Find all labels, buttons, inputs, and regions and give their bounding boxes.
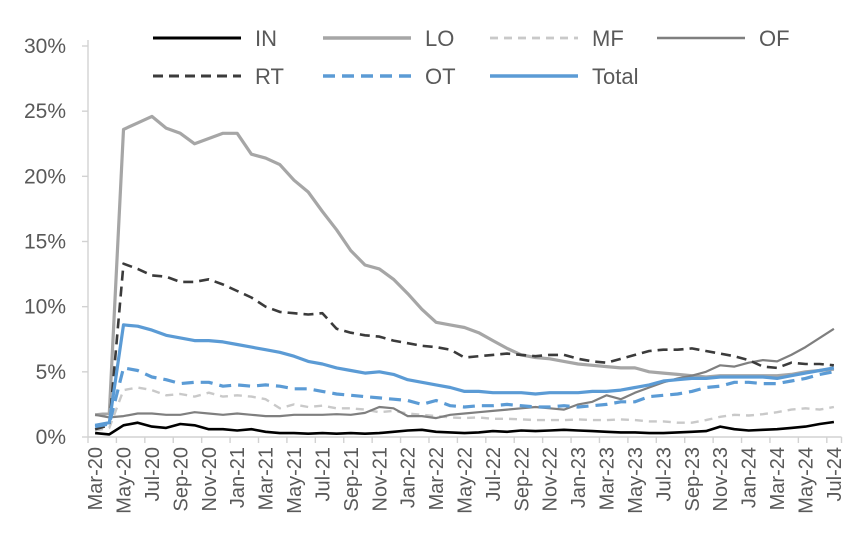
x-axis-label: Jul-22 xyxy=(483,447,505,501)
x-axis-label-group: May-23 xyxy=(625,447,647,514)
x-axis-label-group: May-21 xyxy=(284,447,306,514)
x-axis-label: Mar-23 xyxy=(597,447,619,510)
series-line-MF xyxy=(94,386,835,432)
x-axis-label-group: May-22 xyxy=(455,447,477,514)
x-axis-label: Sep-21 xyxy=(341,447,363,512)
legend-label-LO: LO xyxy=(425,26,454,51)
y-axis-label: 25% xyxy=(24,100,66,123)
legend-item-OF: OF xyxy=(657,26,790,51)
x-axis-label: Sep-22 xyxy=(511,447,533,512)
x-axis-label-group: Nov-23 xyxy=(710,447,732,511)
legend-item-Total: Total xyxy=(490,64,638,89)
x-axis-label: Nov-23 xyxy=(710,447,732,511)
x-axis-label: May-20 xyxy=(114,447,136,514)
x-axis-label-group: Jan-21 xyxy=(227,447,249,508)
x-axis-label: Jul-24 xyxy=(824,447,846,501)
x-axis-label: Sep-23 xyxy=(682,447,704,512)
legend-label-Total: Total xyxy=(592,64,638,89)
x-axis-label-group: Jul-23 xyxy=(653,447,675,501)
x-axis-label: Mar-20 xyxy=(85,447,107,510)
y-axis-label: 15% xyxy=(24,231,66,254)
x-axis-label-group: Mar-22 xyxy=(426,447,448,510)
y-axis-label: 10% xyxy=(24,296,66,319)
series-line-IN xyxy=(94,420,835,436)
series-line-LO xyxy=(94,114,835,417)
x-axis-label-group: May-24 xyxy=(795,447,817,514)
x-axis-label: May-24 xyxy=(795,447,817,514)
x-axis-label: Nov-22 xyxy=(540,447,562,511)
legend-label-RT: RT xyxy=(255,64,284,89)
x-axis-label: Nov-20 xyxy=(199,447,221,511)
legend-item-RT: RT xyxy=(153,64,284,89)
x-axis-label: Jan-22 xyxy=(398,447,420,508)
legend-item-LO: LO xyxy=(323,26,454,51)
x-axis-label-group: Jan-24 xyxy=(739,447,761,508)
series-line-OF xyxy=(94,327,835,420)
x-axis-label-group: Nov-20 xyxy=(199,447,221,511)
x-axis-label: Mar-22 xyxy=(426,447,448,510)
x-axis-label-group: Jan-22 xyxy=(398,447,420,508)
x-axis-label: May-23 xyxy=(625,447,647,514)
x-axis-label-group: Jul-24 xyxy=(824,447,846,501)
x-axis-label-group: Mar-20 xyxy=(85,447,107,510)
legend-item-MF: MF xyxy=(490,26,624,51)
x-axis-label-group: Nov-21 xyxy=(369,447,391,511)
y-axis-label: 5% xyxy=(36,361,66,384)
series-group xyxy=(94,114,835,436)
series-line-OT xyxy=(94,366,835,429)
x-axis-label-group: Nov-22 xyxy=(540,447,562,511)
x-axis-label: Mar-21 xyxy=(256,447,278,510)
legend-label-MF: MF xyxy=(592,26,624,51)
legend-item-OT: OT xyxy=(323,64,456,89)
x-axis-label: May-22 xyxy=(455,447,477,514)
x-axis-label-group: Jan-23 xyxy=(568,447,590,508)
x-axis-label: Jul-21 xyxy=(312,447,334,501)
legend: IN LO MF OF RT OT Total xyxy=(153,26,790,89)
legend-label-IN: IN xyxy=(255,26,277,51)
x-axis-label-group: Mar-21 xyxy=(256,447,278,510)
x-axis-label: Sep-20 xyxy=(170,447,192,512)
x-axis-label-group: Sep-22 xyxy=(511,447,533,512)
legend-label-OF: OF xyxy=(759,26,790,51)
x-axis-label: Mar-24 xyxy=(767,447,789,510)
legend-item-IN: IN xyxy=(153,26,277,51)
x-axis-label: May-21 xyxy=(284,447,306,514)
x-axis-label-group: Jul-22 xyxy=(483,447,505,501)
axes: 0% 5% 10% 15% 20% 25% 30% Mar-20 May-20 Jul-20 Sep… xyxy=(24,35,846,514)
x-axis-label-group: Mar-24 xyxy=(767,447,789,510)
x-axis-label-group: Sep-23 xyxy=(682,447,704,512)
x-axis-label: Jan-21 xyxy=(227,447,249,508)
x-axis-label-group: Sep-20 xyxy=(170,447,192,512)
x-axis-label-group: Mar-23 xyxy=(597,447,619,510)
series-line-Total xyxy=(94,323,835,427)
legend-label-OT: OT xyxy=(425,64,456,89)
x-axis-label-group: Jul-21 xyxy=(312,447,334,501)
x-axis-label-group: Sep-21 xyxy=(341,447,363,512)
x-axis-label-group: May-20 xyxy=(114,447,136,514)
x-axis-label: Nov-21 xyxy=(369,447,391,511)
y-axis-label: 0% xyxy=(36,426,66,449)
series-line-RT xyxy=(94,262,835,431)
x-axis-label: Jan-23 xyxy=(568,447,590,508)
x-axis-label-group: Jul-20 xyxy=(142,447,164,501)
y-axis-label: 30% xyxy=(24,35,66,58)
y-axis-label: 20% xyxy=(24,165,66,188)
x-axis-label: Jan-24 xyxy=(739,447,761,508)
x-axis-label: Jul-23 xyxy=(653,447,675,501)
x-axis-label: Jul-20 xyxy=(142,447,164,501)
